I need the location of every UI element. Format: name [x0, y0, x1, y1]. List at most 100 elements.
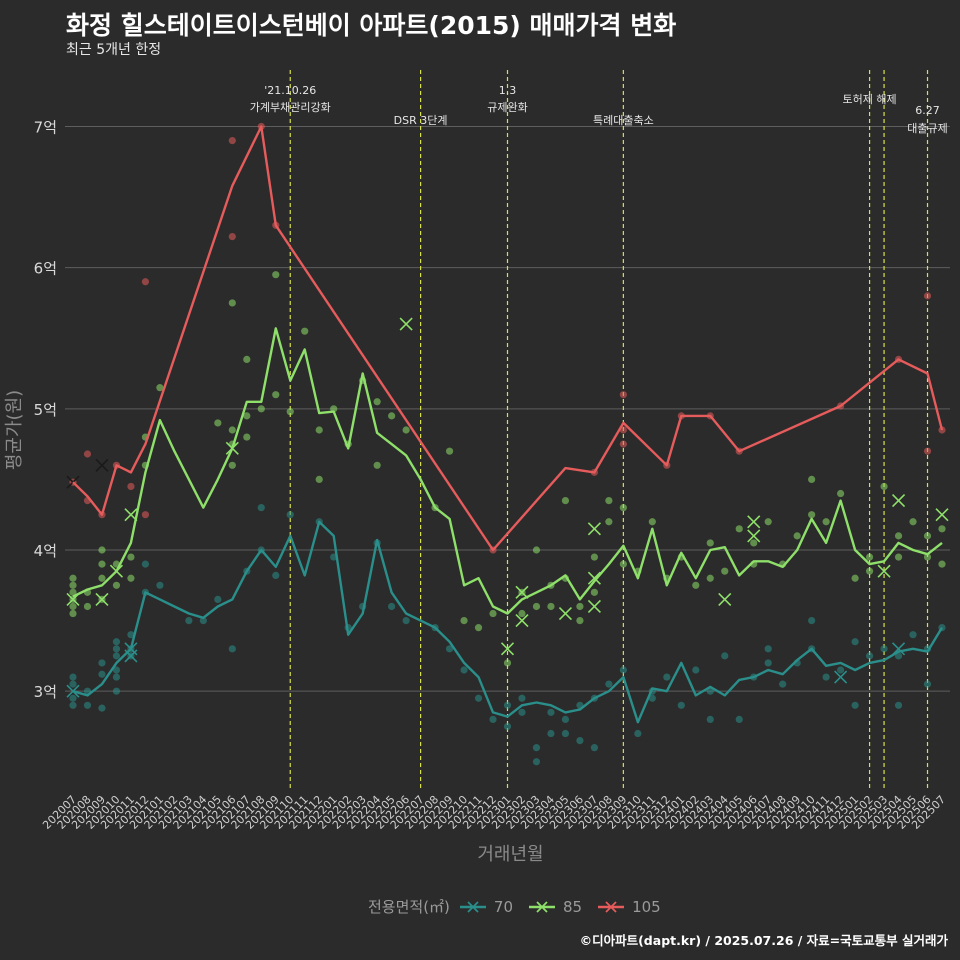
legend-item-70: 70	[458, 898, 513, 916]
transaction-point	[69, 602, 77, 611]
cancelled-marker	[587, 571, 601, 585]
transaction-point	[808, 475, 816, 484]
transaction-point	[373, 461, 381, 469]
transaction-point	[851, 574, 859, 582]
cancelled-marker-stroke	[587, 599, 601, 614]
transaction-point	[141, 560, 150, 568]
transaction-point	[243, 433, 251, 441]
legend: 전용면적(㎡) 70 85 105	[368, 896, 675, 917]
transaction-point	[779, 680, 787, 688]
transaction-point	[388, 602, 396, 611]
y-tick-label: 6억	[34, 260, 57, 278]
cancelled-marker	[834, 670, 848, 684]
transaction-point	[576, 602, 584, 611]
transaction-point	[518, 694, 526, 702]
transaction-point	[69, 701, 77, 709]
transaction-point	[69, 588, 77, 596]
transaction-point	[706, 539, 714, 547]
transaction-point	[83, 701, 92, 709]
transaction-point	[98, 574, 106, 582]
transaction-point	[894, 553, 903, 561]
transaction-point	[938, 560, 946, 568]
cancelled-marker	[66, 684, 80, 698]
transaction-point	[98, 546, 106, 554]
transaction-point	[257, 504, 265, 512]
legend-label-70: 70	[493, 897, 513, 916]
legend-swatch-85	[529, 900, 555, 913]
transaction-point	[923, 553, 932, 561]
transaction-point	[141, 511, 150, 519]
transaction-point	[518, 708, 526, 716]
transaction-point	[214, 595, 222, 604]
cancelled-marker-stroke	[558, 606, 572, 621]
chart-subtitle: 최근 5개년 한정	[66, 42, 162, 58]
event-annotation: 1.3	[499, 84, 517, 97]
cancelled-marker	[718, 592, 732, 606]
transaction-point	[228, 426, 236, 434]
transaction-point	[489, 715, 497, 724]
cancelled-marker	[877, 564, 891, 578]
cancelled-marker	[747, 515, 761, 529]
cancelled-marker	[891, 494, 906, 508]
cancelled-marker-stroke	[515, 585, 529, 599]
transaction-point	[503, 659, 512, 667]
transaction-point	[619, 391, 627, 399]
transaction-point	[98, 560, 106, 568]
y-tick-label: 4억	[34, 542, 57, 560]
cancelled-marker-stroke	[66, 684, 80, 698]
transaction-point	[547, 602, 555, 611]
chart-title: 화정 힐스테이트이스턴베이 아파트(2015) 매매가격 변화	[66, 11, 677, 40]
cancelled-marker-stroke	[834, 670, 848, 684]
legend-label-85: 85	[563, 897, 583, 916]
transaction-point	[69, 680, 77, 688]
transaction-point	[156, 581, 164, 589]
transaction-point	[69, 694, 77, 702]
cancelled-marker	[399, 317, 413, 331]
transaction-point	[808, 511, 816, 519]
y-axis-title: 평균가(원)	[4, 390, 25, 470]
cancelled-marker-stroke	[500, 642, 515, 656]
cancelled-marker-stroke	[718, 592, 732, 606]
transaction-point	[706, 715, 714, 724]
transaction-point	[837, 666, 845, 674]
legend-label-105: 105	[632, 897, 661, 916]
transaction-point	[460, 616, 468, 625]
transaction-point	[865, 553, 874, 561]
cancelled-marker	[515, 614, 529, 628]
x-axis-title: 거래년월	[477, 844, 543, 865]
transaction-point	[735, 715, 743, 724]
transaction-point	[98, 659, 106, 667]
transaction-point	[243, 412, 251, 420]
cancelled-marker-stroke	[877, 564, 891, 578]
transaction-point	[286, 408, 294, 416]
transaction-point	[648, 518, 656, 526]
cancelled-marker-stroke	[747, 529, 761, 543]
transaction-point	[243, 355, 251, 364]
transaction-point	[272, 391, 280, 399]
transaction-point	[112, 581, 121, 589]
transaction-point	[489, 609, 497, 618]
cancelled-marker-stroke	[935, 508, 949, 522]
transaction-point	[228, 232, 236, 241]
cancelled-marker-stroke	[587, 522, 601, 536]
transaction-point	[257, 405, 265, 413]
transaction-point	[561, 729, 570, 738]
transaction-point	[590, 588, 599, 596]
transaction-point	[909, 518, 917, 526]
transaction-point	[127, 574, 135, 582]
transaction-point	[315, 426, 323, 434]
transaction-point	[865, 652, 874, 660]
transaction-point	[518, 609, 526, 618]
transaction-point	[648, 694, 656, 702]
transaction-point	[69, 574, 77, 582]
transaction-point	[663, 673, 671, 681]
cancelled-marker	[587, 599, 601, 614]
y-tick-label: 7억	[34, 118, 57, 136]
transaction-point	[83, 602, 92, 611]
transaction-point	[69, 673, 77, 681]
transaction-point	[83, 450, 92, 458]
transaction-point	[301, 327, 309, 335]
transaction-point	[127, 553, 135, 561]
transaction-point	[619, 440, 627, 448]
